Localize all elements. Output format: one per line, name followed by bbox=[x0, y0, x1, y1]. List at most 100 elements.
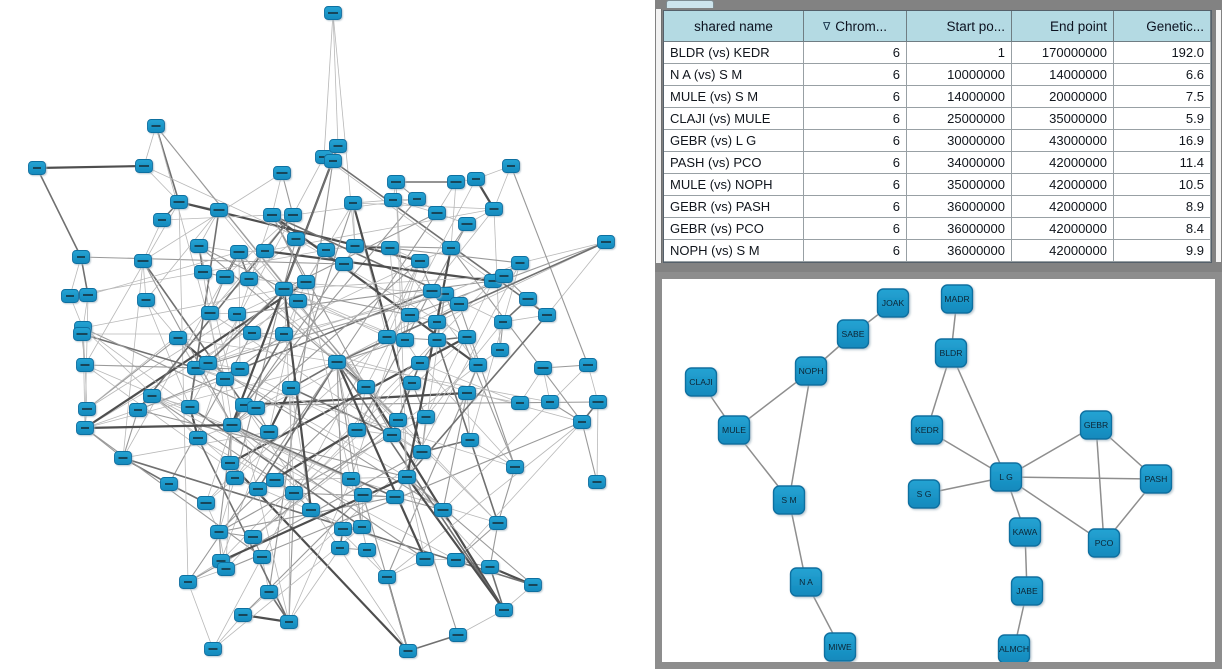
network-node[interactable] bbox=[489, 516, 507, 530]
network-node[interactable] bbox=[153, 213, 171, 227]
network-node[interactable] bbox=[231, 362, 249, 376]
network-node[interactable] bbox=[411, 254, 429, 268]
cell-value[interactable]: 1 bbox=[907, 42, 1012, 64]
network-node-GEBR[interactable]: GEBR bbox=[1079, 410, 1113, 440]
network-node[interactable] bbox=[217, 562, 235, 576]
network-node[interactable] bbox=[403, 376, 421, 390]
network-node[interactable] bbox=[387, 175, 405, 189]
cell-value[interactable]: 34000000 bbox=[907, 152, 1012, 174]
network-node[interactable] bbox=[179, 575, 197, 589]
network-node[interactable] bbox=[143, 389, 161, 403]
cell-value[interactable]: 192.0 bbox=[1114, 42, 1211, 64]
network-node-S M[interactable]: S M bbox=[772, 485, 806, 515]
network-node[interactable] bbox=[447, 553, 465, 567]
network-node[interactable] bbox=[228, 307, 246, 321]
table-row[interactable]: CLAJI (vs) MULE 6 25000000 35000000 5.9 bbox=[664, 108, 1211, 130]
network-node[interactable] bbox=[346, 239, 364, 253]
network-node[interactable] bbox=[353, 520, 371, 534]
network-node[interactable] bbox=[79, 288, 97, 302]
network-node[interactable] bbox=[280, 615, 298, 629]
network-node[interactable] bbox=[447, 175, 465, 189]
table-row[interactable]: MULE (vs) S M 6 14000000 20000000 7.5 bbox=[664, 86, 1211, 108]
network-node[interactable] bbox=[495, 269, 513, 283]
network-node[interactable] bbox=[137, 293, 155, 307]
network-node[interactable] bbox=[413, 445, 431, 459]
network-node[interactable] bbox=[434, 503, 452, 517]
cell-shared-name[interactable]: PASH (vs) PCO bbox=[664, 152, 804, 174]
network-node[interactable] bbox=[481, 560, 499, 574]
cell-value[interactable]: 8.9 bbox=[1114, 196, 1211, 218]
network-node[interactable] bbox=[317, 243, 335, 257]
table-row[interactable]: NOPH (vs) S M 6 36000000 42000000 9.9 bbox=[664, 240, 1211, 262]
network-node-KAWA[interactable]: KAWA bbox=[1008, 517, 1042, 547]
cell-value[interactable]: 11.4 bbox=[1114, 152, 1211, 174]
network-node[interactable] bbox=[170, 195, 188, 209]
network-node[interactable] bbox=[249, 482, 267, 496]
cell-value[interactable]: 42000000 bbox=[1012, 240, 1114, 262]
network-node[interactable] bbox=[386, 490, 404, 504]
network-node[interactable] bbox=[275, 327, 293, 341]
network-node[interactable] bbox=[210, 525, 228, 539]
network-node[interactable] bbox=[519, 292, 537, 306]
network-node[interactable] bbox=[243, 326, 261, 340]
cell-value[interactable]: 6 bbox=[804, 86, 907, 108]
cell-value[interactable]: 10000000 bbox=[907, 64, 1012, 86]
table-row[interactable]: BLDR (vs) KEDR 6 1 170000000 192.0 bbox=[664, 42, 1211, 64]
small-network-canvas[interactable]: JOAK SABE NOPH CLAJI MULE S M N A MIWE MADR BLDR K… bbox=[662, 279, 1215, 662]
network-node-N A[interactable]: N A bbox=[789, 567, 823, 597]
cell-value[interactable]: 6 bbox=[804, 218, 907, 240]
cell-value[interactable]: 20000000 bbox=[1012, 86, 1114, 108]
network-node[interactable] bbox=[411, 356, 429, 370]
network-node[interactable] bbox=[244, 530, 262, 544]
table-row[interactable]: N A (vs) S M 6 10000000 14000000 6.6 bbox=[664, 64, 1211, 86]
cell-value[interactable]: 6 bbox=[804, 196, 907, 218]
network-node[interactable] bbox=[221, 456, 239, 470]
network-node[interactable] bbox=[61, 289, 79, 303]
column-header-0[interactable]: shared name bbox=[664, 11, 804, 42]
network-node[interactable] bbox=[201, 306, 219, 320]
network-node[interactable] bbox=[417, 410, 435, 424]
network-node[interactable] bbox=[334, 522, 352, 536]
network-node[interactable] bbox=[73, 327, 91, 341]
network-node[interactable] bbox=[273, 166, 291, 180]
network-node[interactable] bbox=[511, 256, 529, 270]
network-node[interactable] bbox=[284, 208, 302, 222]
network-node[interactable] bbox=[511, 396, 529, 410]
network-node[interactable] bbox=[458, 217, 476, 231]
cell-value[interactable]: 170000000 bbox=[1012, 42, 1114, 64]
cell-value[interactable]: 6.6 bbox=[1114, 64, 1211, 86]
cell-shared-name[interactable]: GEBR (vs) PCO bbox=[664, 218, 804, 240]
table-row[interactable]: MULE (vs) NOPH 6 35000000 42000000 10.5 bbox=[664, 174, 1211, 196]
network-node[interactable] bbox=[147, 119, 165, 133]
cell-value[interactable]: 8.4 bbox=[1114, 218, 1211, 240]
network-node[interactable] bbox=[216, 372, 234, 386]
network-node[interactable] bbox=[324, 154, 342, 168]
network-node[interactable] bbox=[467, 172, 485, 186]
network-node-S G[interactable]: S G bbox=[907, 479, 941, 509]
network-node[interactable] bbox=[181, 400, 199, 414]
network-node-CLAJI[interactable]: CLAJI bbox=[684, 367, 718, 397]
cell-value[interactable]: 6 bbox=[804, 108, 907, 130]
cell-shared-name[interactable]: CLAJI (vs) MULE bbox=[664, 108, 804, 130]
network-node[interactable] bbox=[194, 265, 212, 279]
network-node[interactable] bbox=[389, 413, 407, 427]
network-node[interactable] bbox=[275, 282, 293, 296]
network-node[interactable] bbox=[72, 250, 90, 264]
network-node[interactable] bbox=[442, 241, 460, 255]
network-node[interactable] bbox=[588, 475, 606, 489]
network-node-MIWE[interactable]: MIWE bbox=[823, 632, 857, 662]
network-node[interactable] bbox=[329, 139, 347, 153]
network-node[interactable] bbox=[285, 486, 303, 500]
network-node-NOPH[interactable]: NOPH bbox=[794, 356, 828, 386]
network-node[interactable] bbox=[378, 570, 396, 584]
network-node[interactable] bbox=[458, 386, 476, 400]
network-node[interactable] bbox=[76, 421, 94, 435]
network-node[interactable] bbox=[396, 333, 414, 347]
cell-value[interactable]: 6 bbox=[804, 42, 907, 64]
network-node[interactable] bbox=[240, 272, 258, 286]
network-node[interactable] bbox=[76, 358, 94, 372]
network-node[interactable] bbox=[342, 472, 360, 486]
network-node[interactable] bbox=[491, 343, 509, 357]
cell-value[interactable]: 9.9 bbox=[1114, 240, 1211, 262]
cell-value[interactable]: 5.9 bbox=[1114, 108, 1211, 130]
